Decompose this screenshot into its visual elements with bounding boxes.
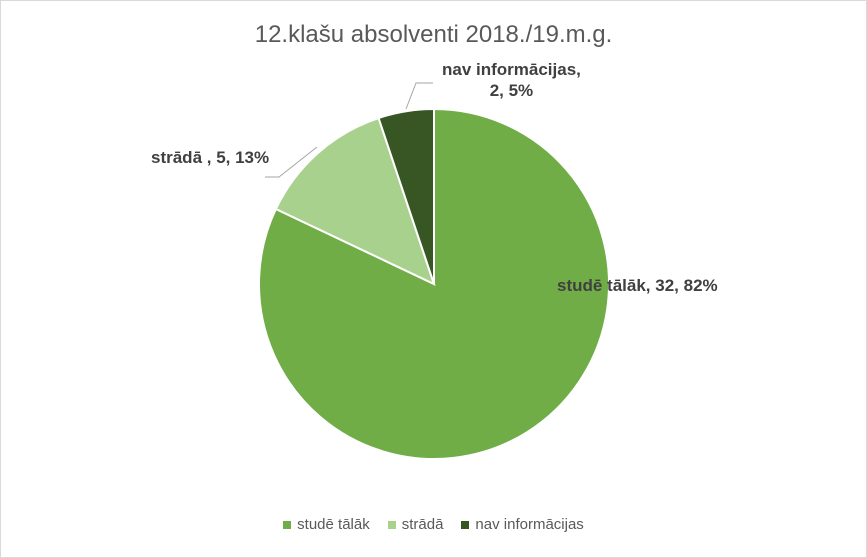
legend-swatch-2	[461, 520, 470, 529]
pie-slice-2	[377, 107, 435, 285]
legend-label-1: strādā	[401, 516, 444, 533]
data-label-slice-0: studē tālāk, 32, 82%	[557, 276, 718, 295]
data-label-slice-2: nav informācijas, 2, 5%	[442, 60, 581, 100]
legend-swatch-0	[283, 520, 292, 529]
data-label-slice-1: strādā , 5, 13%	[151, 148, 270, 167]
chart-title: 12.klašu absolventi 2018./19.m.g.	[254, 21, 613, 48]
legend-item-1: strādā	[387, 516, 444, 533]
pie-slice-1	[274, 116, 436, 286]
chart-legend: studē tālāk strādā nav informācijas	[1, 516, 866, 533]
leader-line-2	[405, 82, 433, 110]
legend-swatch-1	[387, 520, 396, 529]
pie-slices	[258, 107, 610, 460]
legend-item-2: nav informācijas	[461, 516, 584, 533]
leader-line-1	[265, 146, 318, 178]
leader-lines	[265, 82, 433, 178]
legend-label-0: studē tālāk	[297, 516, 370, 533]
legend-item-0: studē tālāk	[283, 516, 370, 533]
legend-label-2: nav informācijas	[475, 516, 584, 533]
